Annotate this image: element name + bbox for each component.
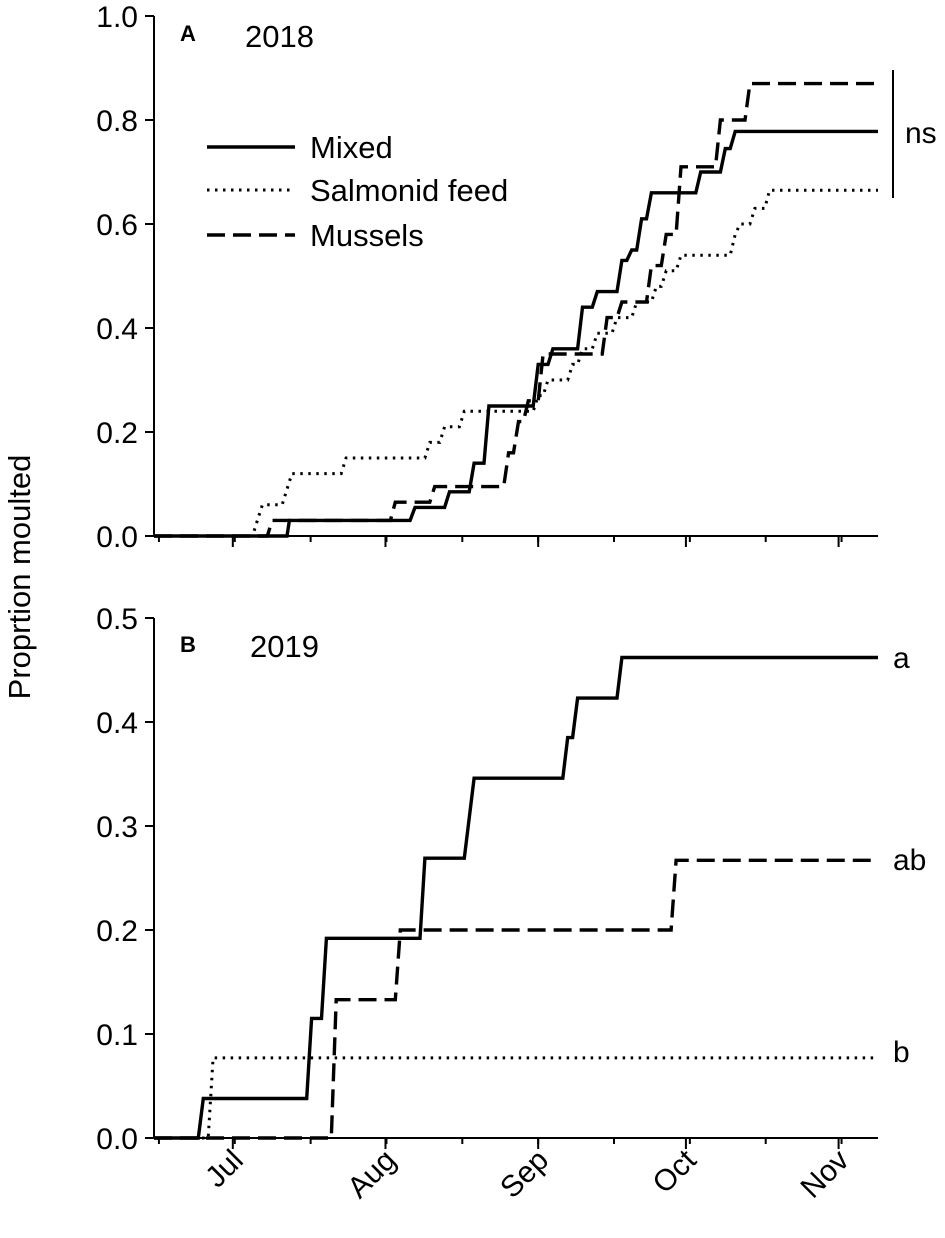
series-line-mixed-b	[154, 655, 878, 1140]
y-tick-label-a: 0.8	[96, 105, 138, 138]
x-month-labels: Jul Aug Sep Oct Nov	[199, 1143, 855, 1205]
series-line-mussels-b	[154, 858, 878, 1140]
y-tick-label-b: 0.5	[96, 603, 138, 636]
legend-salmonid-label: Salmonid feed	[310, 173, 508, 208]
sig-label-salmonid: b	[893, 1036, 910, 1069]
panel-a-letter: A	[180, 21, 196, 46]
x-month-label: Nov	[794, 1144, 855, 1205]
y-tick-label-a: 0.6	[96, 209, 138, 242]
x-month-label: Aug	[341, 1144, 402, 1205]
x-month-label: Sep	[494, 1144, 555, 1205]
legend-mixed-label: Mixed	[310, 130, 393, 165]
y-tick-label-a: 0.4	[96, 313, 138, 346]
panel-b-year: 2019	[250, 629, 319, 664]
panel-b-letter: B	[180, 632, 196, 657]
series-line-mixed-a	[154, 129, 878, 538]
y-tick-label-b: 0.0	[96, 1123, 138, 1156]
panel-a-axes: 0.0 0.2 0.4 0.6 0.8 1.0	[96, 1, 878, 554]
y-tick-label-b: 0.4	[96, 707, 138, 740]
y-tick-label-b: 0.1	[96, 1019, 138, 1052]
panel-a: 0.0 0.2 0.4 0.6 0.8 1.0 A 2018 Mixed Salmonid…	[96, 1, 936, 554]
panel-b: 0.0 0.1 0.2 0.3 0.4 0.5 B 2019 a ab b	[96, 603, 926, 1156]
legend-mussels-label: Mussels	[310, 218, 424, 253]
legend: Mixed Salmonid feed Mussels	[207, 130, 508, 253]
series-line-mussels-a	[154, 81, 878, 538]
sig-label-mixed: a	[893, 642, 910, 675]
y-tick-label-b: 0.2	[96, 915, 138, 948]
sig-label-ns: ns	[905, 117, 937, 150]
series-line-salmonid-feed-a	[154, 188, 878, 538]
panel-b-axes: 0.0 0.1 0.2 0.3 0.4 0.5	[96, 603, 878, 1156]
x-month-label: Jul	[199, 1144, 249, 1194]
y-tick-label-a: 0.2	[96, 417, 138, 450]
panel-a-series	[154, 81, 878, 538]
y-tick-label-a: 0.0	[96, 521, 138, 554]
panel-b-series	[154, 655, 878, 1140]
sig-label-mussels: ab	[893, 844, 926, 877]
x-month-label: Oct	[647, 1143, 704, 1200]
panel-a-year: 2018	[245, 19, 314, 54]
y-axis-title: Proprtion moulted	[2, 455, 37, 700]
y-tick-label-b: 0.3	[96, 811, 138, 844]
y-tick-label-a: 1.0	[96, 1, 138, 34]
